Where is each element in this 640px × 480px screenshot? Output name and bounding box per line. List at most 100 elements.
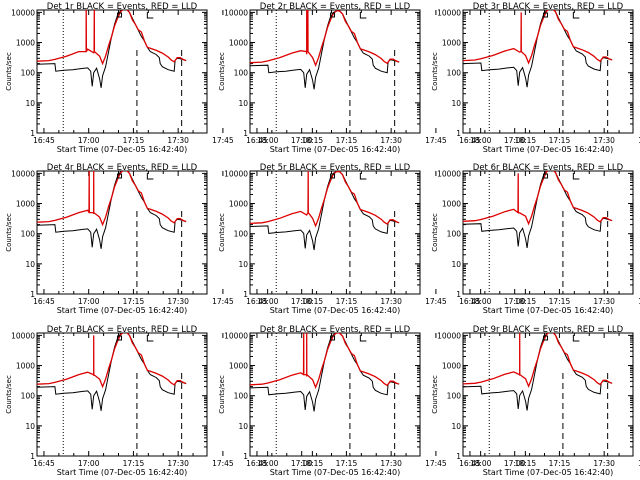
y-tick-label: 1: [243, 290, 248, 299]
y-tick-label: 10000: [224, 8, 248, 17]
x-tick-label: 17:00: [504, 136, 526, 145]
x-tick-label: 17:30: [167, 297, 189, 306]
x-axis-label: Start Time (07-Dec-05 16:42:40): [483, 468, 614, 477]
lld-series-line: [463, 171, 613, 226]
y-tick-label: 100: [234, 392, 249, 401]
attenuator-marker: [146, 335, 154, 342]
x-tick-label: 18:15: [515, 459, 537, 468]
x-tick-label: 17:30: [593, 297, 615, 306]
x-tick-label: 17:30: [593, 136, 615, 145]
panel-title: Det 1r BLACK = Events, RED = LLD: [47, 2, 198, 12]
x-tick-label: 17:00: [78, 136, 100, 145]
y-tick-label: 100: [447, 392, 462, 401]
x-tick-label: 17:00: [504, 459, 526, 468]
x-axis-label: Start Time (07-Dec-05 16:42:40): [57, 145, 188, 154]
x-tick-label: 16:45: [33, 297, 55, 306]
panel-title: Det 2r BLACK = Events, RED = LLD: [260, 2, 411, 12]
x-tick-label: 17:00: [78, 459, 100, 468]
y-tick-label: 1000: [229, 362, 248, 371]
y-tick-label: 100: [234, 69, 249, 78]
events-series-line: [37, 171, 187, 249]
attenuator-marker: [146, 12, 154, 19]
x-tick-label: 17:00: [504, 297, 526, 306]
y-tick-label: 10: [451, 260, 461, 269]
y-tick-label: 1000: [16, 362, 35, 371]
y-tick-label: 10000: [11, 8, 35, 17]
attenuator-marker: [543, 12, 549, 18]
y-axis-label: Counts/sec: [218, 375, 226, 414]
y-tick-label: 1000: [442, 362, 461, 371]
attenuator-marker: [543, 173, 549, 179]
series-lines: [37, 10, 187, 88]
panel-title: Det 4r BLACK = Events, RED = LLD: [47, 163, 198, 173]
attenuator-marker: [330, 173, 336, 179]
x-tick-label: 17:30: [167, 136, 189, 145]
y-tick-label: 10: [451, 422, 461, 431]
y-tick-label: 1: [456, 452, 461, 461]
x-tick-label: 17:00: [78, 297, 100, 306]
x-tick-label: 16:45: [246, 136, 268, 145]
events-series-line: [250, 10, 400, 90]
series-lines: [463, 333, 613, 411]
x-tick-label: 18:00: [470, 136, 492, 145]
events-series-line: [250, 171, 400, 251]
y-tick-label: 10000: [224, 169, 248, 178]
panel-title: Det 9r BLACK = Events, RED = LLD: [473, 325, 624, 335]
x-tick-label: 16:45: [33, 136, 55, 145]
y-tick-label: 10: [25, 422, 35, 431]
series-lines: [250, 171, 400, 251]
attenuator-marker: [117, 12, 123, 18]
y-tick-label: 1: [456, 129, 461, 138]
lld-series-line: [37, 10, 187, 66]
y-tick-label: 10: [238, 99, 248, 108]
x-tick-label: 17:15: [336, 459, 358, 468]
y-tick-label: 100: [21, 392, 36, 401]
x-tick-label: 17:15: [336, 297, 358, 306]
y-tick-label: 10000: [11, 169, 35, 178]
y-tick-label: 10: [238, 422, 248, 431]
panel-title: Det 6r BLACK = Events, RED = LLD: [473, 163, 624, 173]
time-markers: [488, 10, 609, 133]
x-tick-label: 18:15: [302, 136, 324, 145]
y-tick-label: 1000: [16, 200, 35, 209]
x-tick-label: 17:15: [549, 136, 571, 145]
panel-title: Det 5r BLACK = Events, RED = LLD: [260, 163, 411, 173]
y-tick-label: 100: [447, 69, 462, 78]
x-tick-label: 16:45: [459, 136, 481, 145]
x-tick-label: 17:00: [291, 459, 313, 468]
detector-panel-6: Det 6r BLACK = Events, RED = LLD 1 10 100 10…: [431, 163, 640, 315]
attenuator-marker: [359, 173, 367, 180]
attenuator-marker: [117, 173, 123, 179]
x-tick-label: 17:15: [123, 297, 145, 306]
x-tick-label: 18:15: [515, 136, 537, 145]
x-tick-label: 17:45: [212, 297, 234, 306]
x-tick-label: 17:45: [638, 136, 640, 145]
x-tick-label: 18:00: [470, 297, 492, 306]
attenuator-marker: [572, 173, 580, 180]
lld-series-line: [250, 171, 400, 228]
time-markers: [275, 171, 396, 294]
x-tick-label: 16:45: [246, 459, 268, 468]
x-axis-label: Start Time (07-Dec-05 16:42:40): [270, 145, 401, 154]
attenuator-marker: [330, 335, 336, 341]
y-tick-label: 10: [238, 260, 248, 269]
panel-title: Det 7r BLACK = Events, RED = LLD: [47, 325, 198, 335]
x-tick-label: 17:15: [549, 459, 571, 468]
y-axis-label: Counts/sec: [431, 52, 439, 91]
x-tick-label: 17:00: [291, 297, 313, 306]
time-markers: [275, 333, 396, 456]
attenuator-marker: [146, 173, 154, 180]
x-tick-label: 18:15: [302, 459, 324, 468]
events-series-line: [463, 171, 613, 248]
events-series-line: [37, 10, 187, 88]
detector-panel-2: Det 2r BLACK = Events, RED = LLD 1 10 100 10…: [218, 2, 536, 154]
y-tick-label: 1: [243, 129, 248, 138]
detector-panel-8: Det 8r BLACK = Events, RED = LLD 1 10 100 10…: [218, 325, 536, 477]
x-tick-label: 17:30: [167, 459, 189, 468]
y-axis-label: Counts/sec: [5, 213, 13, 252]
time-markers: [62, 171, 183, 294]
x-axis-label: Start Time (07-Dec-05 16:42:40): [483, 306, 614, 315]
time-markers: [62, 10, 183, 133]
y-tick-label: 1000: [229, 39, 248, 48]
y-tick-label: 1000: [16, 39, 35, 48]
